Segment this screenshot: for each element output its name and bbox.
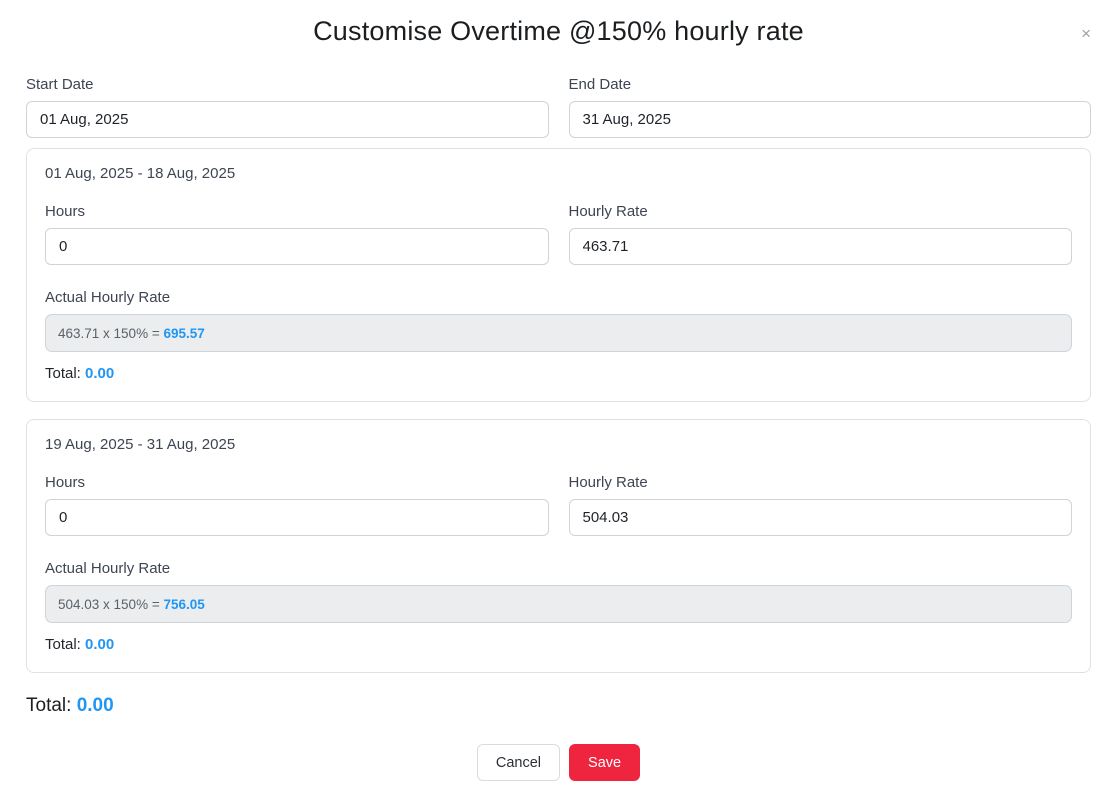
actual-hourly-rate-display: 504.03 x 150% = 756.05 <box>45 585 1072 623</box>
section-total: Total: 0.00 <box>45 365 1072 382</box>
grand-total-label: Total: <box>26 695 77 716</box>
hours-rate-row: Hours Hourly Rate <box>45 475 1072 536</box>
section-total-value: 0.00 <box>85 636 115 653</box>
hours-field: Hours <box>45 475 549 536</box>
end-date-input[interactable] <box>568 101 1091 138</box>
section-total-label: Total: <box>45 636 86 653</box>
rate-result-value: 756.05 <box>163 596 205 612</box>
hours-input[interactable] <box>45 499 549 536</box>
hours-label: Hours <box>45 474 86 491</box>
rate-formula-text: 463.71 x 150% = <box>58 325 164 341</box>
hours-input[interactable] <box>45 228 549 265</box>
section-total-value: 0.00 <box>85 365 115 382</box>
hours-label: Hours <box>45 203 86 220</box>
actual-hourly-rate-display: 463.71 x 150% = 695.57 <box>45 314 1072 352</box>
modal-footer: Cancel Save <box>26 744 1091 781</box>
save-button[interactable]: Save <box>569 744 641 781</box>
section-total: Total: 0.00 <box>45 636 1072 653</box>
date-range-row: Start Date End Date <box>26 77 1091 138</box>
cancel-button[interactable]: Cancel <box>476 744 561 781</box>
actual-hourly-rate-label: Actual Hourly Rate <box>45 289 171 306</box>
modal-title: Customise Overtime @150% hourly rate <box>313 16 804 46</box>
hourly-rate-input[interactable] <box>568 228 1072 265</box>
start-date-field: Start Date <box>26 77 549 138</box>
hourly-rate-field: Hourly Rate <box>568 474 1072 536</box>
hourly-rate-input[interactable] <box>568 499 1072 536</box>
hours-rate-row: Hours Hourly Rate <box>45 204 1072 265</box>
overtime-period-card-2: 19 Aug, 2025 - 31 Aug, 2025 Hours Hourly… <box>26 419 1091 673</box>
rate-result-value: 695.57 <box>163 325 205 341</box>
hourly-rate-field: Hourly Rate <box>568 203 1072 265</box>
grand-total-value: 0.00 <box>76 695 114 716</box>
start-date-label: Start Date <box>26 76 94 93</box>
end-date-field: End Date <box>568 76 1091 138</box>
section-total-label: Total: <box>45 365 86 382</box>
overtime-period-card-1: 01 Aug, 2025 - 18 Aug, 2025 Hours Hourly… <box>26 148 1091 402</box>
rate-formula-text: 504.03 x 150% = <box>58 596 164 612</box>
grand-total: Total: 0.00 <box>26 695 1091 717</box>
hours-field: Hours <box>45 204 549 265</box>
period-range-label: 01 Aug, 2025 - 18 Aug, 2025 <box>45 165 236 182</box>
actual-hourly-rate-label: Actual Hourly Rate <box>45 560 171 577</box>
end-date-label: End Date <box>568 76 632 93</box>
overtime-modal: × Customise Overtime @150% hourly rate S… <box>0 15 1117 781</box>
period-range-label: 19 Aug, 2025 - 31 Aug, 2025 <box>45 436 236 453</box>
hourly-rate-label: Hourly Rate <box>568 474 648 491</box>
close-icon[interactable]: × <box>1081 24 1091 43</box>
hourly-rate-label: Hourly Rate <box>568 203 648 220</box>
start-date-input[interactable] <box>26 101 549 138</box>
